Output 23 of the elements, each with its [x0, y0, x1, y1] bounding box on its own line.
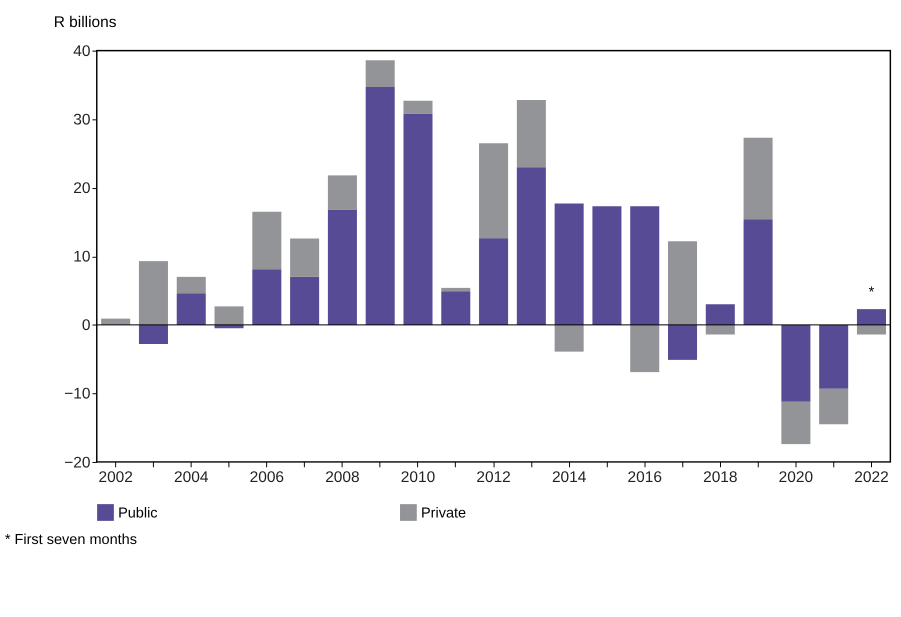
y-tick-label: 10 [73, 248, 90, 266]
legend-label: Private [420, 505, 466, 522]
x-tick-label: 2018 [703, 468, 738, 486]
y-tick-label: 40 [73, 42, 90, 60]
y-tick-label: 20 [73, 180, 90, 198]
x-tick-label: 2016 [628, 468, 662, 486]
y-tick-label: −10 [64, 386, 90, 403]
y-tick-label: 0 [82, 317, 90, 334]
y-tick-label: −20 [64, 454, 90, 472]
y-axis-title: R billions [54, 14, 117, 31]
x-tick-label: 2022 [854, 468, 889, 486]
x-tick-label: 2020 [778, 468, 814, 486]
x-tick-label: 2004 [174, 468, 209, 486]
x-tick-label: 2014 [552, 468, 587, 486]
y-tick-label: 30 [73, 112, 90, 129]
x-tick-label: 2010 [400, 468, 436, 486]
annotation: * [868, 284, 875, 301]
text: * First seven months [4, 532, 138, 548]
legend-label: Public [118, 505, 158, 522]
x-tick-label: 2008 [325, 468, 360, 486]
x-tick-label: 2006 [250, 468, 284, 486]
x-tick-label: 2002 [98, 468, 133, 486]
x-tick-label: 2012 [476, 468, 511, 486]
